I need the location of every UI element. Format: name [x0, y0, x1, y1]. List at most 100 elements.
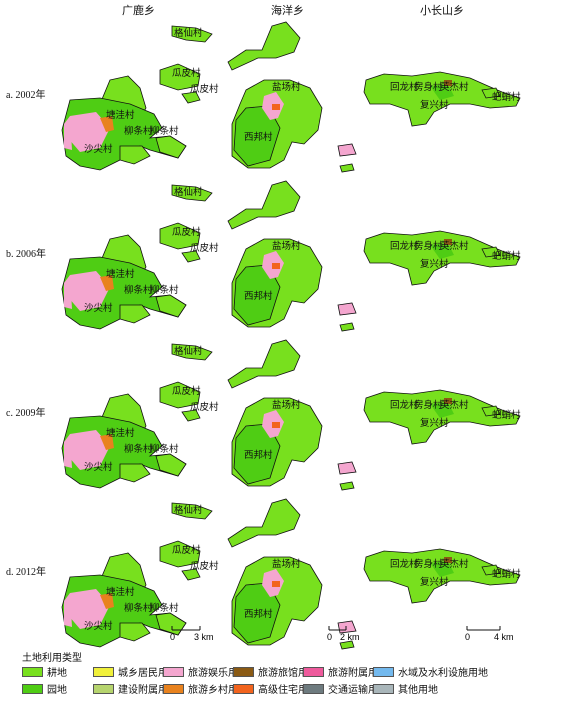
legend-item: 旅游娱乐用地 — [163, 664, 248, 679]
legend-label: 交通运输用地 — [328, 685, 388, 696]
legend-item: 水域及水利设施用地 — [373, 664, 488, 679]
tourism-hotel — [444, 557, 452, 563]
village-label: 房身村 — [414, 558, 443, 570]
village-label: 柳条村 — [124, 125, 153, 137]
legend-item: 旅游旅馆用地 — [233, 664, 318, 679]
islet — [119, 145, 151, 165]
village-label: 英杰村 — [440, 399, 469, 411]
legend-label: 旅游乡村用地 — [188, 685, 248, 696]
tourism-hotel — [444, 398, 452, 404]
village-label: 英杰村 — [440, 240, 469, 252]
legend-swatch — [303, 683, 324, 694]
legend-swatch — [233, 666, 254, 677]
village-label: 瓜皮村 — [172, 544, 201, 556]
village-label: 格仙村 — [174, 345, 203, 357]
high-residential — [272, 104, 280, 110]
village-label: 沙尖村 — [84, 620, 113, 632]
islet — [171, 343, 213, 361]
village-label: 柳条村 — [150, 125, 179, 137]
village-label: 瓜皮村 — [172, 226, 201, 238]
village-label: 柳条村 — [124, 602, 153, 614]
garden — [430, 84, 454, 100]
village-label: 格仙村 — [174, 27, 203, 39]
village-label: 西邦村 — [244, 449, 273, 461]
tourism-land — [64, 275, 72, 309]
legend-swatch — [163, 683, 184, 694]
legend-label: 耕地 — [47, 668, 67, 679]
village-label: 塘洼村 — [106, 109, 135, 121]
village-label: 回龙村 — [390, 558, 419, 570]
tourism-land — [64, 434, 72, 468]
tourism-village — [100, 593, 114, 609]
village-label: 瓜皮村 — [190, 83, 219, 95]
haiyang-north — [227, 339, 301, 389]
legend-label: 高级住宅用地 — [258, 685, 318, 696]
scalebar-zero: 0 — [465, 632, 470, 642]
row-label-2002: a. 2002年 — [6, 90, 46, 101]
legend-label: 园地 — [47, 685, 67, 696]
legend-swatch — [22, 683, 43, 694]
tourism-village — [100, 116, 114, 132]
village-label: 回龙村 — [390, 399, 419, 411]
liutiao — [155, 294, 187, 318]
islet — [171, 502, 213, 520]
village-label: 盐场村 — [272, 240, 301, 252]
village-label: 格仙村 — [174, 186, 203, 198]
village-label: 西邦村 — [244, 608, 273, 620]
village-label: 柳条村 — [124, 284, 153, 296]
village-label: 复兴村 — [420, 576, 449, 588]
village-label: 瓜皮村 — [172, 67, 201, 79]
legend-item: 旅游附属用地 — [303, 664, 388, 679]
village-label: 柳条村 — [124, 443, 153, 455]
village-label: 回龙村 — [390, 81, 419, 93]
village-label: 沙尖村 — [84, 302, 113, 314]
village-label: 房身村 — [414, 240, 443, 252]
tourism-land — [68, 112, 110, 152]
village-label: 蚆蛸村 — [492, 91, 521, 103]
scalebar-zero: 0 — [327, 632, 332, 642]
legend-item: 交通运输用地 — [303, 681, 388, 696]
village-label: 塘洼村 — [106, 268, 135, 280]
legend-swatch — [93, 666, 114, 677]
high-residential — [272, 263, 280, 269]
islet — [339, 640, 355, 650]
legend-swatch — [163, 666, 184, 677]
legend-item: 建设附属用地 — [93, 681, 178, 696]
legend-swatch — [373, 666, 394, 677]
tourism-land — [64, 593, 72, 627]
legend-item: 园地 — [22, 681, 67, 696]
tourism-land — [68, 271, 110, 311]
legend-label: 旅游旅馆用地 — [258, 668, 318, 679]
islet — [181, 568, 201, 581]
row-label-2006: b. 2006年 — [6, 249, 46, 260]
village-label: 蚆蛸村 — [492, 409, 521, 421]
islet — [159, 381, 201, 409]
village-label: 英杰村 — [440, 81, 469, 93]
legend-swatch — [22, 666, 43, 677]
village-label: 沙尖村 — [84, 461, 113, 473]
legend-item: 耕地 — [22, 664, 67, 679]
legend-item: 其他用地 — [373, 681, 438, 696]
map-row-2: 格仙村瓜皮村瓜皮村塘洼村柳条村柳条村沙尖村盐场村西邦村回龙村房身村英杰村复兴村蚆… — [61, 180, 521, 332]
scalebar-end: 3 km — [194, 632, 214, 642]
tourism-hotel — [444, 80, 452, 86]
liutiao — [155, 453, 187, 477]
islet — [171, 25, 213, 43]
legend-swatch — [303, 666, 324, 677]
row-label-2009: c. 2009年 — [6, 408, 46, 419]
village-label: 盐场村 — [272, 81, 301, 93]
haiyang-north — [227, 498, 301, 548]
legend-label: 其他用地 — [398, 685, 438, 696]
islet — [159, 540, 201, 568]
village-label: 柳条村 — [150, 602, 179, 614]
garden — [430, 243, 454, 259]
haiyang-north — [227, 21, 301, 71]
